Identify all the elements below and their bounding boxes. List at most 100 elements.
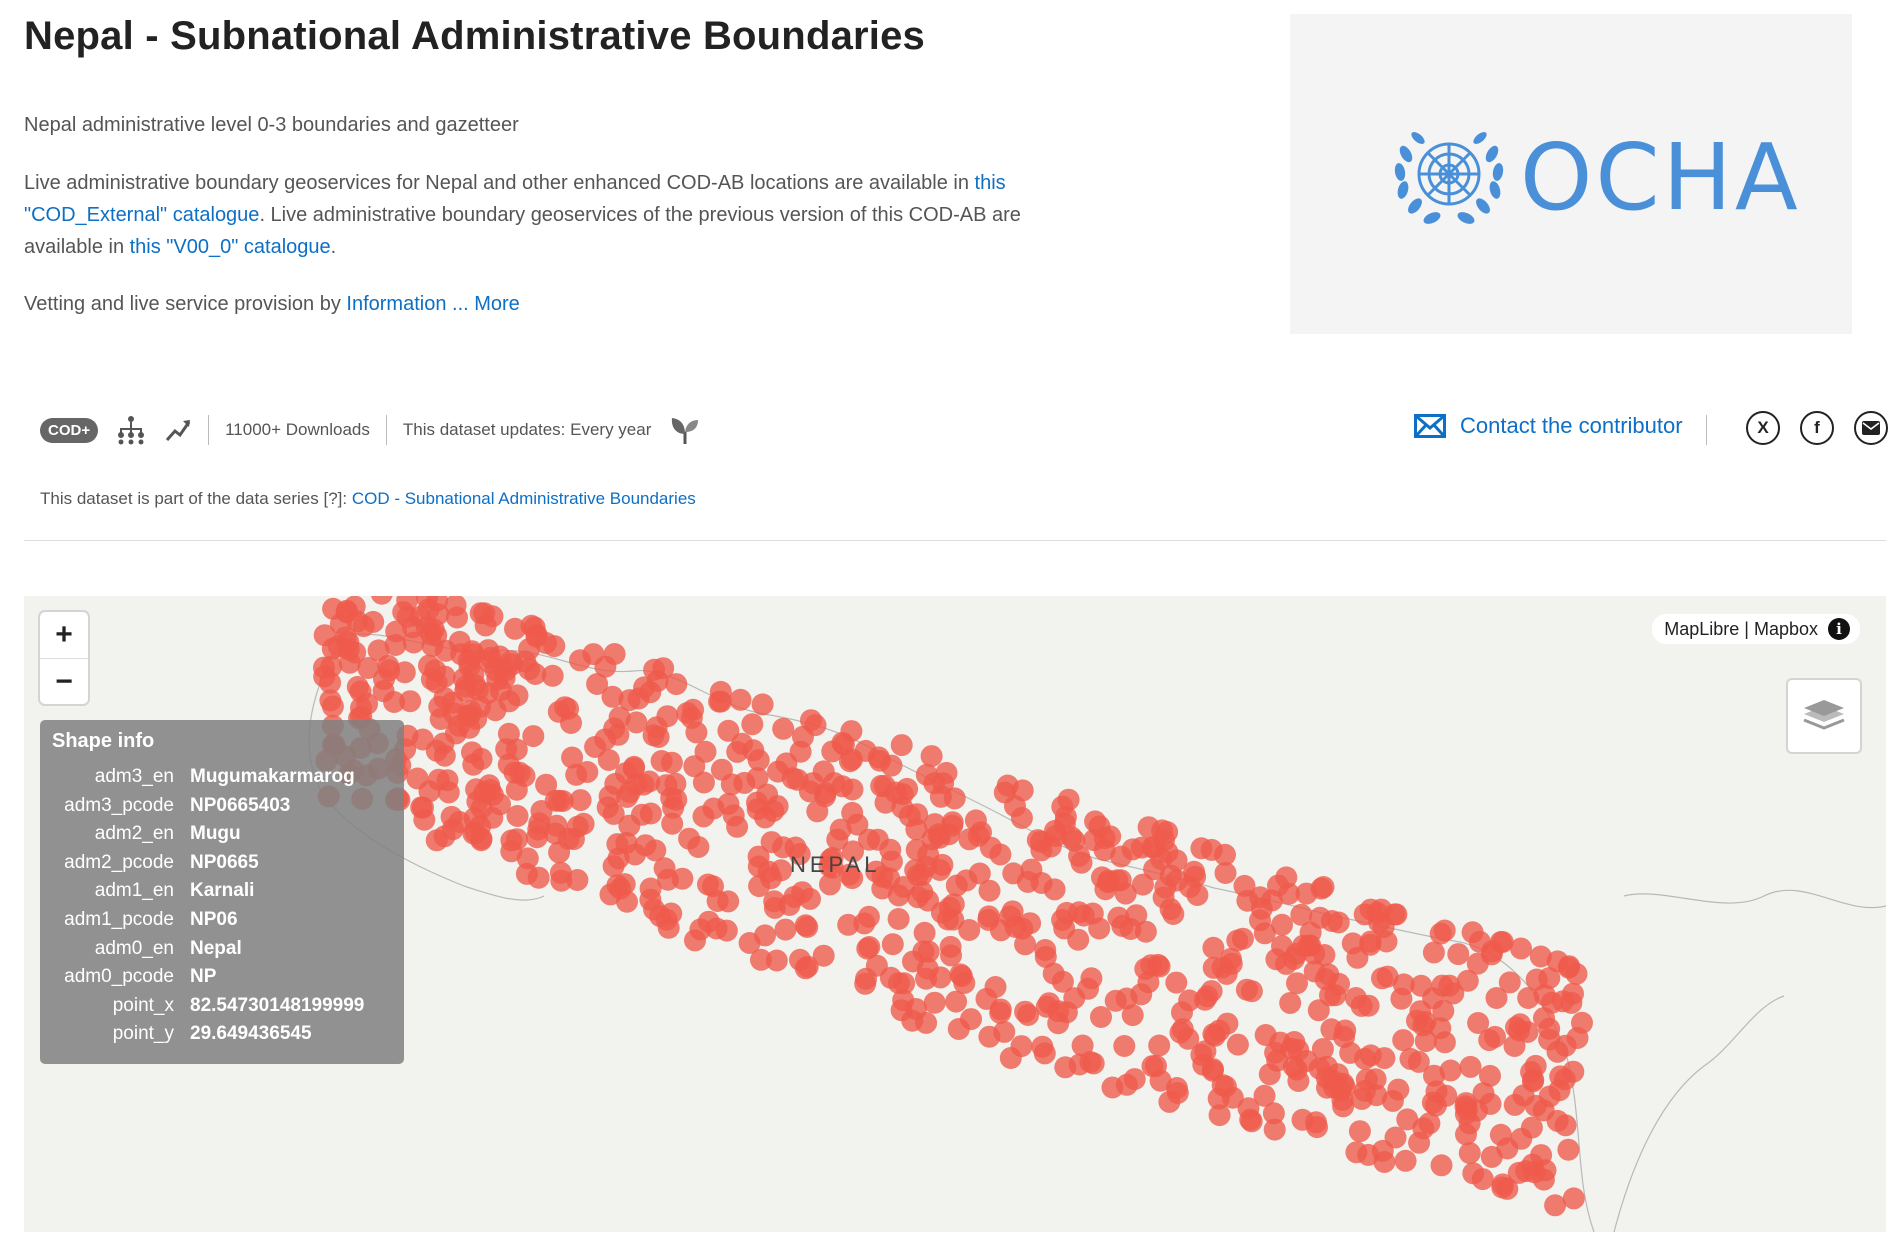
admin-point[interactable] [618, 814, 641, 837]
admin-point[interactable] [942, 908, 965, 931]
admin-point[interactable] [950, 965, 973, 988]
admin-point[interactable] [446, 606, 468, 629]
admin-point[interactable] [915, 1011, 938, 1034]
admin-point[interactable] [553, 696, 576, 719]
admin-point[interactable] [717, 890, 740, 913]
admin-point[interactable] [1070, 851, 1093, 874]
admin-point[interactable] [346, 675, 369, 698]
admin-point[interactable] [1275, 866, 1298, 889]
admin-point[interactable] [1169, 1021, 1192, 1044]
admin-point[interactable] [1548, 1079, 1571, 1102]
admin-point[interactable] [1423, 1064, 1445, 1087]
admin-point[interactable] [1093, 839, 1116, 862]
admin-point[interactable] [1384, 1126, 1407, 1149]
admin-point[interactable] [1484, 1025, 1506, 1048]
admin-point[interactable] [634, 834, 657, 857]
admin-point[interactable] [1396, 1108, 1419, 1131]
admin-point[interactable] [586, 673, 609, 695]
admin-point[interactable] [1051, 795, 1074, 818]
hierarchy-icon[interactable] [116, 415, 146, 445]
admin-point[interactable] [1348, 1120, 1371, 1143]
admin-point[interactable] [1263, 1118, 1286, 1141]
admin-point[interactable] [879, 838, 902, 861]
admin-point[interactable] [1557, 1138, 1580, 1161]
admin-point[interactable] [1433, 1031, 1456, 1054]
admin-point[interactable] [548, 841, 571, 864]
admin-point[interactable] [1226, 1033, 1249, 1056]
admin-point[interactable] [829, 818, 852, 841]
admin-point[interactable] [977, 905, 1000, 928]
admin-point[interactable] [1055, 1001, 1078, 1024]
admin-point[interactable] [913, 921, 936, 944]
admin-point[interactable] [746, 791, 768, 814]
admin-point[interactable] [1433, 919, 1456, 942]
admin-point[interactable] [1101, 1076, 1124, 1099]
admin-point[interactable] [717, 719, 740, 742]
admin-point[interactable] [1355, 1068, 1378, 1091]
admin-point[interactable] [458, 704, 481, 727]
admin-point[interactable] [1529, 945, 1552, 968]
share-x-button[interactable]: X [1746, 411, 1780, 445]
admin-point[interactable] [1208, 1019, 1231, 1042]
admin-point[interactable] [1152, 886, 1175, 909]
admin-point[interactable] [1208, 1104, 1231, 1127]
admin-point[interactable] [1233, 874, 1256, 897]
admin-point[interactable] [1447, 943, 1470, 966]
admin-point[interactable] [572, 812, 595, 835]
share-email-button[interactable] [1854, 411, 1888, 445]
admin-point[interactable] [1538, 1028, 1561, 1051]
admin-point[interactable] [1312, 876, 1335, 898]
admin-point[interactable] [1546, 1109, 1569, 1132]
admin-point[interactable] [1130, 983, 1153, 1006]
admin-point[interactable] [842, 840, 864, 863]
admin-point[interactable] [1467, 1012, 1490, 1034]
admin-point[interactable] [770, 859, 793, 882]
admin-point[interactable] [454, 679, 477, 702]
admin-point[interactable] [1439, 1059, 1462, 1082]
trending-icon[interactable] [164, 416, 192, 444]
admin-point[interactable] [541, 664, 564, 687]
admin-point[interactable] [1231, 927, 1254, 950]
admin-point[interactable] [335, 601, 358, 624]
admin-point[interactable] [367, 639, 390, 662]
admin-point[interactable] [890, 734, 913, 757]
admin-point[interactable] [1418, 1112, 1441, 1135]
admin-point[interactable] [984, 976, 1007, 998]
admin-point[interactable] [429, 708, 452, 730]
admin-point[interactable] [1253, 1084, 1276, 1107]
admin-point[interactable] [729, 688, 752, 711]
admin-point[interactable] [710, 758, 733, 781]
admin-point[interactable] [920, 745, 943, 768]
admin-point[interactable] [881, 933, 904, 956]
admin-point[interactable] [1387, 1078, 1410, 1101]
admin-point[interactable] [418, 654, 440, 677]
admin-point[interactable] [633, 676, 656, 699]
admin-point[interactable] [709, 690, 732, 713]
admin-point[interactable] [656, 705, 679, 728]
admin-point[interactable] [639, 802, 662, 825]
admin-point[interactable] [964, 809, 987, 832]
admin-point[interactable] [1130, 836, 1153, 859]
admin-point[interactable] [1341, 932, 1364, 955]
admin-point[interactable] [798, 780, 821, 803]
admin-point[interactable] [884, 781, 907, 804]
admin-point[interactable] [1261, 889, 1283, 912]
admin-point[interactable] [831, 775, 854, 798]
admin-point[interactable] [1350, 1088, 1373, 1110]
admin-point[interactable] [858, 828, 880, 851]
layers-button[interactable] [1788, 680, 1860, 752]
admin-point[interactable] [917, 889, 939, 912]
admin-point[interactable] [692, 805, 715, 828]
admin-point[interactable] [664, 772, 687, 795]
admin-point[interactable] [1090, 1006, 1112, 1028]
admin-point[interactable] [1001, 900, 1024, 923]
admin-point[interactable] [915, 763, 938, 786]
admin-point[interactable] [1010, 1035, 1033, 1058]
info-icon[interactable]: i [1828, 618, 1850, 640]
admin-point[interactable] [1479, 1092, 1502, 1115]
admin-point[interactable] [1307, 999, 1330, 1022]
admin-point[interactable] [1491, 1176, 1514, 1199]
admin-point[interactable] [978, 879, 1001, 902]
admin-point[interactable] [1459, 1055, 1482, 1078]
admin-point[interactable] [1359, 930, 1382, 953]
